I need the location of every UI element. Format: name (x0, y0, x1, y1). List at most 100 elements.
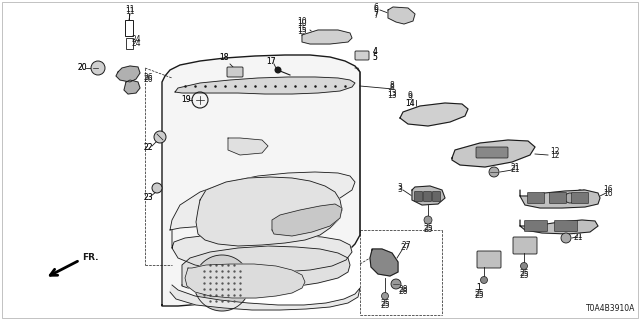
FancyBboxPatch shape (554, 220, 577, 231)
Polygon shape (412, 186, 445, 205)
FancyBboxPatch shape (433, 191, 440, 202)
Polygon shape (228, 138, 268, 155)
Text: 5: 5 (372, 53, 378, 62)
Text: 20: 20 (77, 63, 87, 73)
Polygon shape (182, 246, 350, 290)
Polygon shape (388, 7, 415, 24)
Text: 16: 16 (603, 186, 613, 195)
Text: 23: 23 (143, 194, 153, 203)
Text: 6: 6 (374, 4, 378, 12)
FancyBboxPatch shape (550, 193, 566, 204)
Circle shape (391, 279, 401, 289)
Text: 18: 18 (220, 53, 228, 62)
Bar (125, 20, 133, 36)
Text: 17: 17 (266, 58, 276, 67)
Text: 28: 28 (398, 285, 408, 294)
Text: 21: 21 (577, 189, 587, 198)
Bar (126, 38, 133, 49)
Text: 19: 19 (181, 95, 191, 105)
Text: 28: 28 (398, 287, 408, 297)
Circle shape (561, 233, 571, 243)
Polygon shape (520, 190, 600, 208)
Text: 14: 14 (405, 99, 415, 108)
Text: 7: 7 (374, 12, 378, 20)
Circle shape (481, 276, 488, 284)
Text: 25: 25 (474, 291, 484, 300)
Polygon shape (196, 177, 342, 246)
Text: 16: 16 (603, 188, 613, 197)
Text: 8: 8 (390, 82, 394, 91)
Text: 17: 17 (266, 58, 276, 67)
Text: 8: 8 (390, 84, 394, 92)
Text: 2: 2 (525, 244, 531, 252)
Circle shape (152, 183, 162, 193)
FancyBboxPatch shape (527, 193, 545, 204)
FancyBboxPatch shape (227, 67, 243, 77)
Circle shape (381, 292, 388, 300)
Text: 1: 1 (477, 284, 481, 292)
Text: 5: 5 (372, 52, 378, 61)
Text: 11: 11 (125, 5, 135, 14)
Circle shape (520, 262, 527, 269)
Text: 25: 25 (474, 290, 484, 299)
Text: 12: 12 (550, 148, 560, 156)
Text: 20: 20 (77, 63, 87, 73)
Text: 9: 9 (408, 92, 412, 100)
Polygon shape (520, 220, 598, 234)
Text: 13: 13 (387, 91, 397, 100)
Text: 11: 11 (125, 6, 135, 15)
Circle shape (154, 131, 166, 143)
Polygon shape (124, 80, 140, 94)
Text: 3: 3 (397, 183, 403, 193)
Text: 26: 26 (143, 74, 153, 83)
Text: 27: 27 (400, 244, 410, 252)
Text: 22: 22 (143, 143, 153, 153)
Text: 14: 14 (405, 99, 415, 108)
Text: 10: 10 (297, 20, 307, 28)
Circle shape (424, 216, 432, 224)
Text: 3: 3 (397, 186, 403, 195)
Text: 27: 27 (401, 242, 411, 251)
Text: 21: 21 (573, 233, 583, 242)
Text: 24: 24 (131, 38, 141, 47)
Text: 21: 21 (510, 163, 520, 172)
FancyBboxPatch shape (572, 193, 589, 204)
Text: 18: 18 (220, 53, 228, 62)
Text: 4: 4 (372, 46, 378, 55)
Text: T0A4B3910A: T0A4B3910A (586, 304, 635, 313)
Text: 7: 7 (374, 10, 378, 19)
Polygon shape (170, 285, 360, 310)
FancyBboxPatch shape (525, 220, 547, 231)
Polygon shape (170, 172, 355, 230)
Text: 25: 25 (519, 269, 529, 278)
Text: 25: 25 (423, 225, 433, 234)
FancyBboxPatch shape (424, 191, 431, 202)
Text: 25: 25 (380, 300, 390, 309)
Text: 12: 12 (550, 150, 560, 159)
FancyBboxPatch shape (476, 147, 508, 158)
Text: 9: 9 (408, 92, 412, 101)
Text: 19: 19 (181, 95, 191, 105)
Text: 4: 4 (372, 46, 378, 55)
Polygon shape (116, 66, 140, 82)
FancyBboxPatch shape (355, 51, 369, 60)
Text: 10: 10 (297, 18, 307, 27)
FancyBboxPatch shape (415, 191, 422, 202)
Polygon shape (452, 140, 535, 167)
Circle shape (275, 67, 282, 74)
Text: 15: 15 (297, 27, 307, 36)
Polygon shape (302, 30, 352, 44)
Text: 22: 22 (143, 143, 153, 153)
Circle shape (565, 193, 575, 203)
FancyBboxPatch shape (513, 237, 537, 254)
Text: 15: 15 (297, 26, 307, 35)
FancyBboxPatch shape (477, 251, 501, 268)
Polygon shape (400, 103, 468, 126)
Text: 25: 25 (423, 223, 433, 233)
Text: 6: 6 (374, 4, 378, 13)
Text: 21: 21 (577, 191, 587, 201)
Text: 21: 21 (510, 165, 520, 174)
Polygon shape (172, 230, 352, 272)
Text: 25: 25 (519, 270, 529, 279)
Polygon shape (162, 55, 360, 306)
